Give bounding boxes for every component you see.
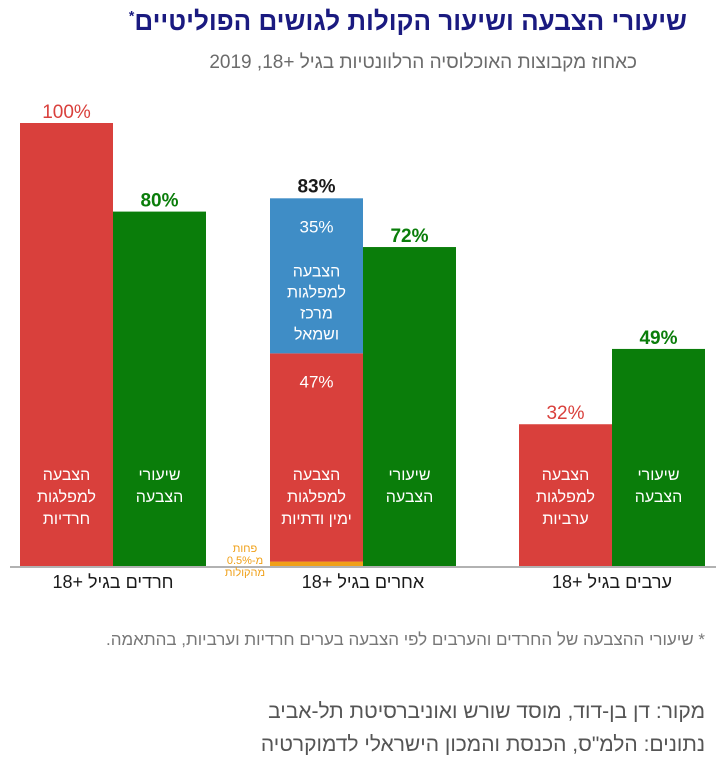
segment-value-label: 35% xyxy=(299,217,333,236)
annotation-text: מ-0.5% xyxy=(227,555,263,567)
bar-value-label: 100% xyxy=(42,102,91,123)
bar-inner-label: מרכז xyxy=(300,305,333,322)
bar-inner-label: הצבעה xyxy=(635,489,683,506)
bar-1-1-0 xyxy=(363,247,456,567)
chart-title: שיעורי הצבעה ושיעור הקולות לגושים הפוליט… xyxy=(128,6,687,36)
bar-inner-label: הצבעה xyxy=(43,467,91,484)
chart-subtitle: כאחוז מקבוצות האוכלוסיה הרלוונטיות בגיל … xyxy=(209,52,637,73)
bar-value-label: 32% xyxy=(546,403,584,424)
bar-inner-label: למפלגות xyxy=(37,488,96,506)
category-label: חרדים בגיל +18 xyxy=(52,572,173,592)
bar-inner-label: הצבעה xyxy=(386,489,434,506)
bar-inner-label: למפלגות xyxy=(536,488,595,506)
bar-inner-label: הצבעה xyxy=(293,467,341,484)
category-label: ערבים בגיל +18 xyxy=(552,572,672,592)
bar-inner-label: שיעורי xyxy=(388,467,430,484)
bar-value-label: 72% xyxy=(390,226,428,247)
bar-chart: 100% הצבעה למפלגות חרדיות 80% שיעורי הצבעה חרדי… xyxy=(10,102,716,592)
bar-inner-label: שיעורי xyxy=(138,467,180,484)
bar-1-0-0 xyxy=(270,561,363,566)
bar-inner-label: חרדיות xyxy=(43,511,90,528)
bar-1-0-1 xyxy=(270,353,363,562)
stack-total-label: 83% xyxy=(297,176,335,197)
source-line: מקור: דן בן-דוד, מוסד שורש ואוניברסיטת ת… xyxy=(268,700,705,723)
bar-0-0-0 xyxy=(20,123,113,566)
category-label: אחרים בגיל +18 xyxy=(302,572,425,592)
annotation-text: פחות xyxy=(233,543,258,555)
data-source-line: נתונים: הלמ"ס, הכנסת והמכון הישראלי לדמו… xyxy=(260,733,705,756)
bar-inner-label: למפלגות xyxy=(287,488,346,506)
bar-inner-label: הצבעה xyxy=(542,467,590,484)
annotation-text: מהקולות xyxy=(225,566,265,579)
segment-value-label: 47% xyxy=(299,372,333,391)
footnote: * שיעורי ההצבעה של החרדים והערבים לפי הצ… xyxy=(106,630,705,649)
bar-inner-label: ימין ודתיות xyxy=(281,511,352,528)
bar-value-label: 49% xyxy=(639,328,677,349)
bar-2-0-0 xyxy=(519,424,612,566)
bar-1-0-2 xyxy=(270,198,363,354)
bar-2-1-0 xyxy=(612,348,705,566)
title-footnote-mark: * xyxy=(128,7,135,24)
bar-inner-label: למפלגות xyxy=(287,283,346,301)
bar-inner-label: ושמאל xyxy=(294,325,339,343)
bar-value-label: 80% xyxy=(140,191,178,212)
bar-0-1-0 xyxy=(113,211,206,566)
bar-inner-label: שיעורי xyxy=(637,467,679,484)
bar-inner-label: ערביות xyxy=(542,511,588,528)
bar-inner-label: הצבעה xyxy=(293,263,341,280)
bar-inner-label: הצבעה xyxy=(136,489,184,506)
